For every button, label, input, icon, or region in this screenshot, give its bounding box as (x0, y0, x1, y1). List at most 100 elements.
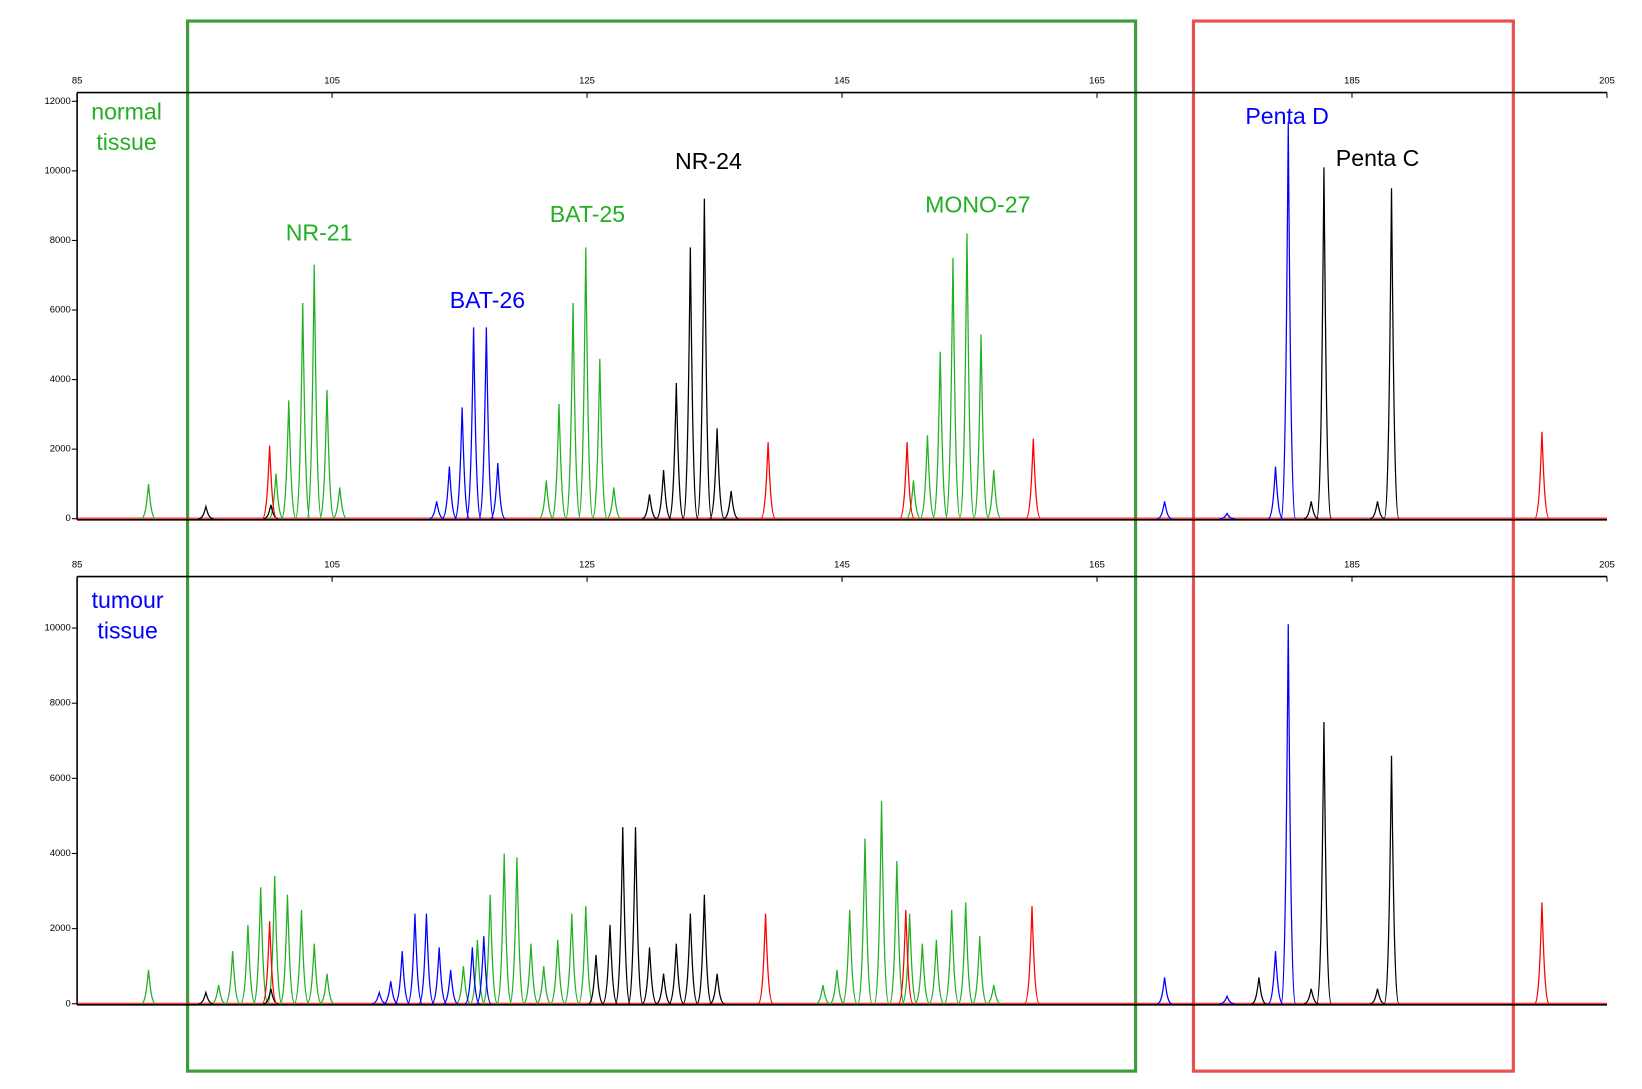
x-tick-label: 105 (324, 560, 340, 571)
peak (986, 984, 1002, 1005)
peak (957, 902, 974, 1005)
peak (261, 921, 278, 1005)
peak (496, 853, 513, 1005)
x-tick-label: 85 (72, 76, 83, 87)
x-tick-label: 125 (579, 560, 595, 571)
peak-label: NR-21 (286, 220, 353, 246)
y-tick-label: 0 (66, 998, 71, 1009)
peak (1369, 501, 1386, 520)
panel-label: tumour tissue (92, 587, 164, 644)
peak (565, 303, 582, 520)
peak (465, 327, 482, 520)
peak (482, 894, 499, 1005)
peak (577, 247, 594, 520)
peak (429, 501, 445, 520)
peak (508, 857, 525, 1005)
peak (536, 966, 552, 1005)
peak (489, 463, 506, 520)
peak (418, 913, 435, 1005)
peak (332, 487, 348, 520)
peak (306, 264, 323, 520)
peak (319, 973, 335, 1005)
peak (588, 954, 604, 1005)
peak (815, 984, 831, 1005)
peak (469, 939, 486, 1005)
peak (454, 407, 471, 520)
y-tick-label: 2000 (50, 444, 71, 455)
peak (522, 943, 539, 1005)
peak (627, 827, 644, 1005)
peak (1383, 188, 1400, 520)
y-tick-label: 8000 (50, 235, 71, 246)
peak (268, 473, 284, 520)
peak (1280, 122, 1297, 520)
peak (266, 876, 283, 1005)
peak (682, 247, 699, 520)
peak (211, 984, 227, 1005)
peak (371, 990, 387, 1005)
peak (641, 494, 658, 520)
peak (888, 860, 905, 1005)
peak (682, 913, 699, 1005)
peak (1303, 501, 1319, 520)
x-tick-label: 205 (1599, 76, 1615, 87)
peak (944, 257, 961, 520)
peak (602, 924, 618, 1005)
y-tick-label: 6000 (50, 773, 71, 784)
peak (928, 939, 945, 1005)
y-tick-label: 10000 (45, 165, 71, 176)
peak (614, 827, 631, 1005)
y-tick-label: 4000 (50, 374, 71, 385)
y-tick-label: 8000 (50, 698, 71, 709)
peak (1315, 167, 1332, 520)
peak (1267, 951, 1284, 1005)
highlight-box (1191, 19, 1515, 1073)
peak (841, 909, 858, 1005)
peak (1369, 988, 1385, 1005)
peak-label: Penta C (1336, 145, 1420, 171)
peak (538, 480, 554, 520)
peak (280, 400, 297, 520)
y-tick-label: 12000 (45, 96, 71, 107)
peak (829, 969, 845, 1005)
peak (668, 943, 685, 1005)
peak (709, 428, 726, 520)
x-tick-label: 165 (1089, 560, 1105, 571)
peak (1157, 501, 1173, 520)
peak (958, 233, 975, 520)
peak (293, 909, 310, 1005)
peak (655, 469, 672, 520)
peak (455, 966, 472, 1005)
peak (140, 969, 157, 1005)
peak (1219, 994, 1235, 1005)
peak (986, 469, 1002, 520)
peak (549, 939, 566, 1005)
peak (1383, 755, 1400, 1005)
peak-label: NR-24 (675, 148, 742, 174)
y-tick-label: 0 (66, 513, 71, 524)
x-tick-label: 85 (72, 560, 83, 571)
peak (198, 990, 214, 1005)
peak (383, 981, 399, 1005)
peak (1533, 902, 1550, 1005)
x-tick-label: 145 (834, 560, 850, 571)
peak (723, 490, 739, 520)
peak (973, 334, 989, 520)
peak (897, 909, 914, 1005)
peak (932, 351, 949, 520)
peak (443, 969, 459, 1005)
peak (919, 435, 936, 520)
x-tick-label: 185 (1344, 560, 1360, 571)
peak (1025, 438, 1042, 520)
panel: 85 105 125 145 165 185 205 0 2000 4000 6000 8000 100… (45, 560, 1615, 1010)
peak (563, 913, 580, 1005)
x-tick-label: 105 (324, 76, 340, 87)
peak (140, 483, 157, 520)
x-tick-label: 145 (834, 76, 850, 87)
peak (464, 947, 481, 1005)
highlight-box (186, 19, 1138, 1073)
peak (873, 800, 890, 1005)
peak (757, 913, 774, 1005)
